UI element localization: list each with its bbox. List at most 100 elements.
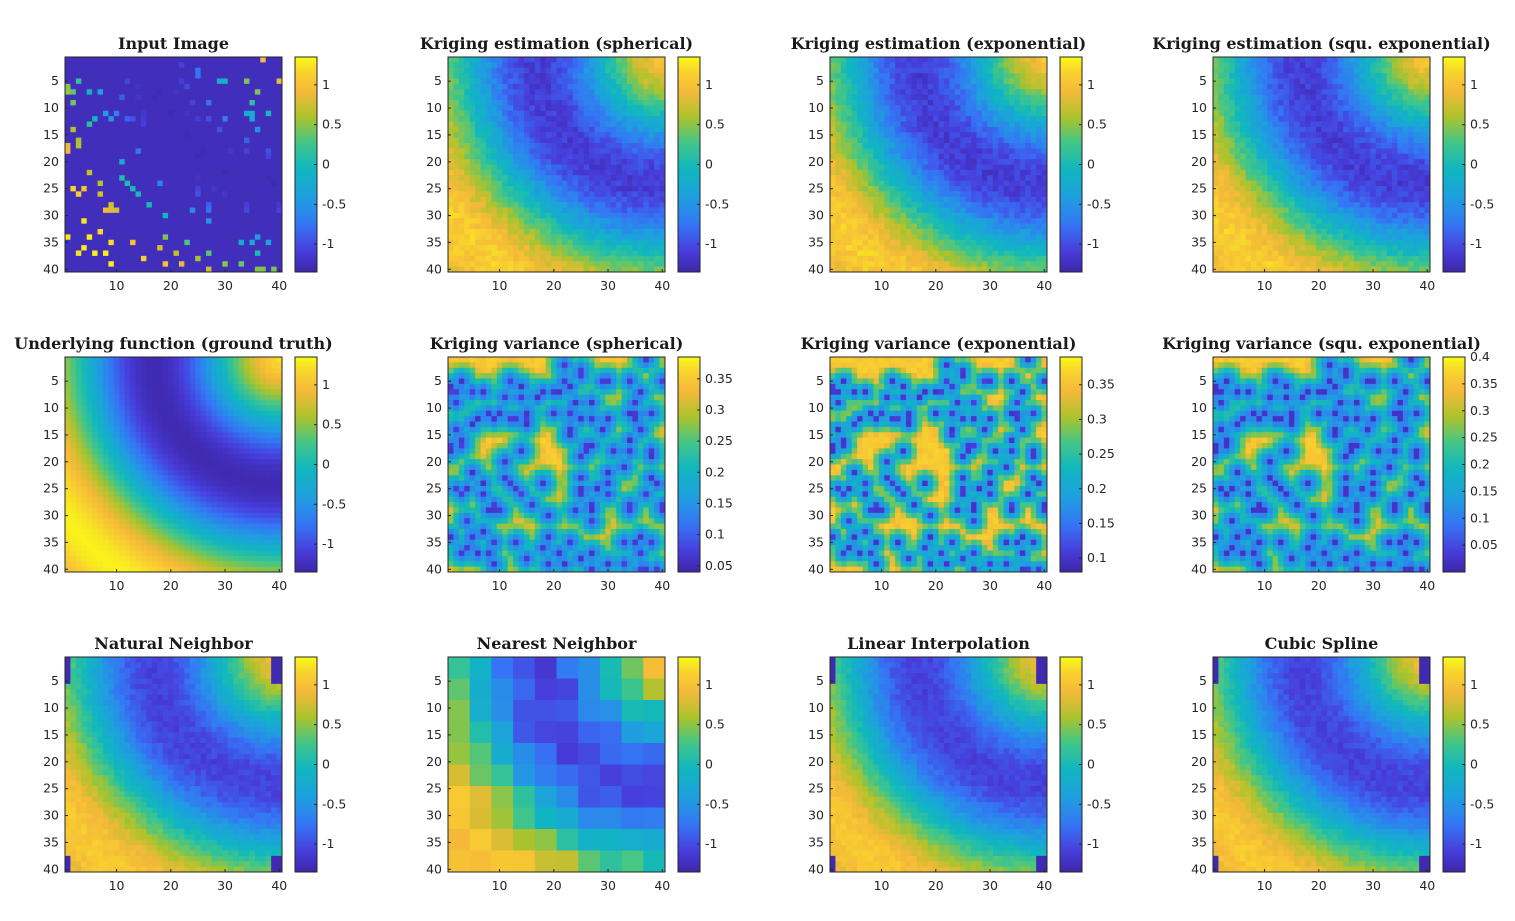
heatmap-cell	[469, 126, 476, 133]
heatmap-cell	[992, 132, 999, 139]
heatmap-cell	[540, 137, 547, 144]
heatmap-cell	[130, 110, 136, 117]
heatmap-cell	[545, 105, 552, 112]
heatmap-cell	[905, 62, 912, 69]
heatmap-cell	[1019, 180, 1026, 187]
heatmap-cell	[233, 67, 239, 74]
heatmap-cell	[933, 105, 939, 112]
heatmap-cell	[453, 94, 460, 101]
heatmap-cell	[976, 132, 983, 139]
colorbar-tick-label: -0.5	[322, 196, 346, 211]
heatmap-cell	[1019, 110, 1026, 117]
heatmap-cell	[572, 180, 579, 187]
heatmap-cell	[184, 73, 191, 79]
heatmap-cell	[189, 223, 196, 230]
heatmap-cell	[605, 229, 612, 235]
heatmap-cell	[659, 218, 666, 225]
heatmap-cell	[448, 234, 454, 241]
heatmap-cell	[637, 234, 644, 241]
heatmap-cell	[949, 67, 956, 74]
heatmap-cell	[178, 255, 185, 262]
heatmap-cell	[572, 234, 579, 241]
heatmap-cell	[851, 89, 858, 96]
heatmap-cell	[173, 186, 180, 192]
heatmap-cell	[92, 191, 98, 198]
heatmap-cell	[895, 100, 901, 106]
heatmap-cell	[981, 94, 988, 101]
heatmap-cell	[862, 132, 869, 139]
heatmap-cell	[943, 207, 950, 214]
heatmap-cell	[976, 121, 983, 128]
heatmap-cell	[108, 202, 115, 208]
heatmap-cell	[927, 212, 934, 219]
heatmap-cell	[599, 223, 606, 230]
heatmap-cell	[448, 218, 454, 225]
heatmap-cell	[173, 67, 180, 74]
heatmap-cell	[92, 94, 98, 101]
heatmap-cell	[102, 191, 109, 198]
heatmap-cell	[1030, 255, 1037, 262]
heatmap-cell	[561, 245, 568, 251]
heatmap-cell	[632, 202, 639, 208]
heatmap-cell	[464, 191, 471, 198]
heatmap-cell	[905, 126, 912, 133]
heatmap-cell	[206, 83, 212, 90]
heatmap-cell	[840, 148, 847, 155]
colorbar-tick-label: -1	[705, 236, 717, 251]
heatmap-cell	[130, 202, 136, 208]
heatmap-cell	[119, 164, 126, 171]
heatmap-cell	[491, 78, 498, 85]
heatmap-cell	[276, 121, 283, 128]
heatmap-cell	[254, 100, 261, 106]
heatmap-cell	[900, 175, 907, 182]
heatmap-cell	[895, 202, 901, 208]
heatmap-cell	[1041, 132, 1048, 139]
heatmap-cell	[518, 83, 525, 90]
heatmap-cell	[92, 261, 98, 268]
heatmap-cell	[469, 266, 476, 273]
heatmap-cell	[529, 83, 536, 90]
heatmap-cell	[616, 175, 622, 182]
heatmap-cell	[276, 100, 283, 106]
heatmap-cell	[1003, 143, 1010, 149]
heatmap-cell	[513, 164, 519, 171]
heatmap-cell	[949, 218, 956, 225]
heatmap-cell	[998, 148, 1004, 155]
heatmap-cell	[227, 164, 234, 171]
heatmap-cell	[627, 116, 633, 122]
heatmap-cell	[965, 255, 972, 262]
heatmap-cell	[102, 207, 109, 214]
heatmap-cell	[496, 94, 503, 101]
heatmap-cell	[895, 143, 901, 149]
heatmap-cell	[654, 175, 660, 182]
heatmap-cell	[130, 255, 136, 262]
heatmap-cell	[178, 196, 185, 203]
heatmap-cell	[475, 159, 481, 165]
heatmap-cell	[97, 229, 104, 235]
heatmap-cell	[599, 73, 606, 79]
heatmap-cell	[846, 132, 853, 139]
heatmap-cell	[648, 116, 655, 122]
heatmap-cell	[254, 126, 261, 133]
heatmap-cell	[616, 229, 622, 235]
heatmap-cell	[265, 255, 272, 262]
heatmap-cell	[453, 126, 460, 133]
heatmap-cell	[458, 229, 465, 235]
heatmap-cell	[1250, 57, 1257, 63]
heatmap-cell	[632, 266, 639, 273]
heatmap-cell	[627, 89, 633, 96]
heatmap-cell	[583, 143, 590, 149]
heatmap-cell	[567, 245, 574, 251]
heatmap-cell	[583, 83, 590, 90]
heatmap-cell	[556, 245, 563, 251]
heatmap-cell	[151, 239, 158, 246]
heatmap-cell	[621, 212, 628, 219]
heatmap-cell	[987, 229, 994, 235]
heatmap-cell	[97, 126, 104, 133]
heatmap-cell	[583, 116, 590, 122]
heatmap-cell	[453, 83, 460, 90]
heatmap-cell	[222, 110, 229, 117]
heatmap-cell	[873, 212, 880, 219]
heatmap-cell	[954, 191, 961, 198]
heatmap-cell	[632, 186, 639, 192]
